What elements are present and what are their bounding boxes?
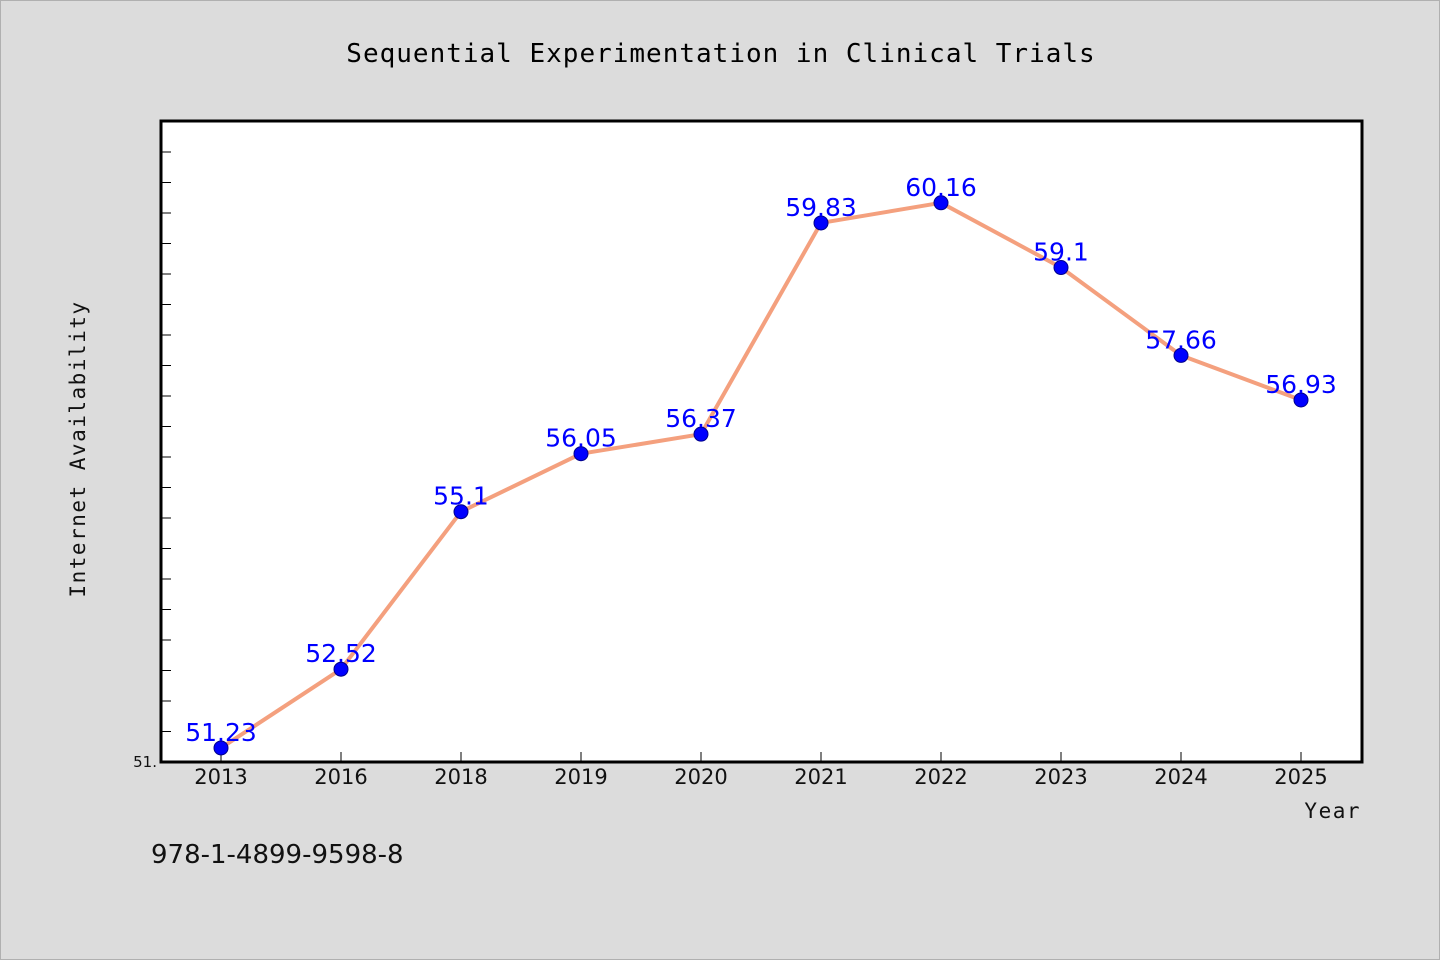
- x-tick-label: 2023: [1034, 765, 1087, 789]
- y-tick-label: 51.: [133, 753, 157, 771]
- series-line: [219, 200, 1303, 750]
- data-label: 55.1: [433, 482, 489, 511]
- data-label: 51.23: [185, 718, 257, 747]
- x-tick-label: 2021: [794, 765, 847, 789]
- x-tick-label: 2016: [314, 765, 367, 789]
- data-point: [453, 504, 469, 520]
- y-axis-ticks: [161, 151, 171, 732]
- data-label: 60.16: [905, 173, 977, 202]
- plot-area: [159, 119, 1364, 764]
- x-axis-tick-labels: 2013 2016 2018 2019 2020 2021 2022 2023 2024 2025: [194, 765, 1327, 789]
- isbn-text: 978-1-4899-9598-8: [151, 840, 404, 870]
- series-group: 51.23 52.52 55.1 56.05 56.37 59.83 60.16 59.1 57…: [185, 173, 1337, 756]
- data-point: [693, 426, 709, 442]
- x-tick-label: 2022: [914, 765, 967, 789]
- chart-title: Sequential Experimentation in Clinical T…: [346, 39, 1095, 69]
- x-tick-label: 2020: [674, 765, 727, 789]
- data-point: [813, 215, 829, 231]
- data-label: 52.52: [305, 639, 377, 668]
- data-label: 56.37: [665, 404, 737, 433]
- data-point: [573, 446, 589, 462]
- x-tick-label: 2024: [1154, 765, 1207, 789]
- data-point: [333, 661, 349, 677]
- data-label: 56.93: [1265, 370, 1337, 399]
- x-tick-label: 2018: [434, 765, 487, 789]
- data-point: [933, 195, 949, 211]
- x-axis-label: Year: [1304, 799, 1361, 823]
- x-tick-label: 2013: [194, 765, 247, 789]
- data-label: 56.05: [545, 424, 617, 453]
- x-tick-label: 2025: [1274, 765, 1327, 789]
- data-point: [1293, 392, 1309, 408]
- x-tick-label: 2019: [554, 765, 607, 789]
- data-label: 57.66: [1145, 325, 1217, 354]
- data-point: [213, 740, 229, 756]
- data-label: 59.1: [1033, 238, 1089, 267]
- data-point: [1173, 347, 1189, 363]
- data-label: 59.83: [785, 193, 857, 222]
- y-axis-label: Internet Availability: [66, 300, 90, 597]
- data-point: [1053, 260, 1069, 276]
